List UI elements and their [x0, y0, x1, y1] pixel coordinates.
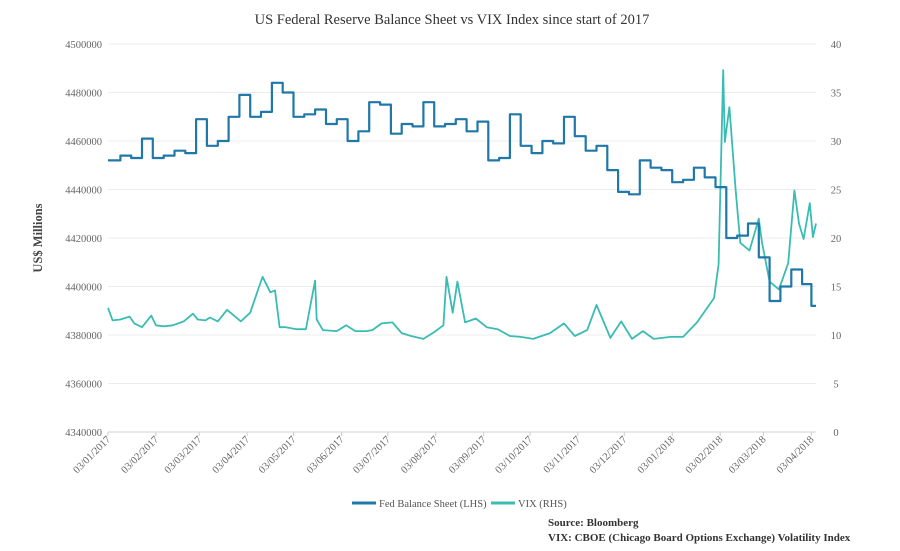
right-tick-label: 10	[831, 331, 842, 342]
gridlines	[108, 43, 816, 384]
x-tick-label: 03/06/2017	[305, 434, 347, 476]
x-tick-label: 03/03/2017	[163, 434, 205, 476]
left-tick-label: 4500000	[65, 40, 102, 51]
source-note: Source: Bloomberg VIX: CBOE (Chicago Boa…	[548, 516, 850, 546]
left-tick-label: 4360000	[65, 380, 102, 391]
right-tick-label: 0	[833, 428, 838, 439]
x-tick-label: 03/11/2017	[542, 434, 583, 475]
x-tick-label: 03/10/2017	[494, 434, 536, 476]
x-tick-label: 03/08/2017	[399, 434, 441, 476]
legend-label-vix: VIX (RHS)	[518, 499, 567, 510]
left-tick-label: 4380000	[65, 331, 102, 342]
right-tick-label: 40	[831, 40, 842, 51]
x-axis-ticks: 03/01/2017 03/02/2017 03/03/2017 03/04/2017…	[72, 432, 817, 476]
right-tick-label: 15	[831, 283, 842, 294]
chart-title: US Federal Reserve Balance Sheet vs VIX …	[255, 12, 650, 28]
x-tick-label: 03/04/2017	[211, 434, 253, 476]
left-tick-label: 4460000	[65, 137, 102, 148]
legend-label-fed: Fed Balance Sheet (LHS)	[379, 499, 487, 510]
x-tick-label: 03/05/2017	[257, 434, 299, 476]
left-axis-ticks: 4500000 4480000 4460000 4440000 4420000 44000…	[65, 40, 102, 439]
right-tick-label: 35	[831, 89, 842, 100]
vix-line	[107, 69, 817, 340]
x-tick-label: 03/09/2017	[447, 434, 489, 476]
x-tick-label: 03/07/2017	[351, 434, 393, 476]
source-line: Source: Bloomberg	[548, 517, 639, 529]
right-tick-label: 25	[831, 186, 842, 197]
right-tick-label: 20	[831, 234, 842, 245]
right-axis-ticks: 40 35 30 25 20 15 10 5 0	[831, 40, 842, 439]
x-tick-label: 03/04/2018	[775, 434, 817, 476]
x-tick-label: 03/01/2017	[72, 434, 114, 476]
x-tick-label: 03/02/2018	[684, 434, 726, 476]
left-tick-label: 4480000	[65, 89, 102, 100]
left-tick-label: 4340000	[65, 428, 102, 439]
legend: Fed Balance Sheet (LHS) VIX (RHS)	[352, 499, 567, 510]
left-tick-label: 4440000	[65, 186, 102, 197]
fed-balance-sheet-line	[108, 81, 816, 307]
left-tick-label: 4400000	[65, 283, 102, 294]
x-tick-label: 03/03/2018	[727, 434, 769, 476]
series-layer	[107, 69, 817, 340]
x-tick-label: 03/02/2017	[119, 434, 161, 476]
right-tick-label: 5	[833, 380, 838, 391]
vix-definition-line: VIX: CBOE (Chicago Board Options Exchang…	[548, 532, 851, 544]
x-tick-label: 03/12/2017	[588, 434, 630, 476]
left-axis-label: US$ Millions	[31, 203, 45, 272]
right-tick-label: 30	[831, 137, 842, 148]
x-tick-label: 03/01/2018	[636, 434, 678, 476]
left-tick-label: 4420000	[65, 234, 102, 245]
